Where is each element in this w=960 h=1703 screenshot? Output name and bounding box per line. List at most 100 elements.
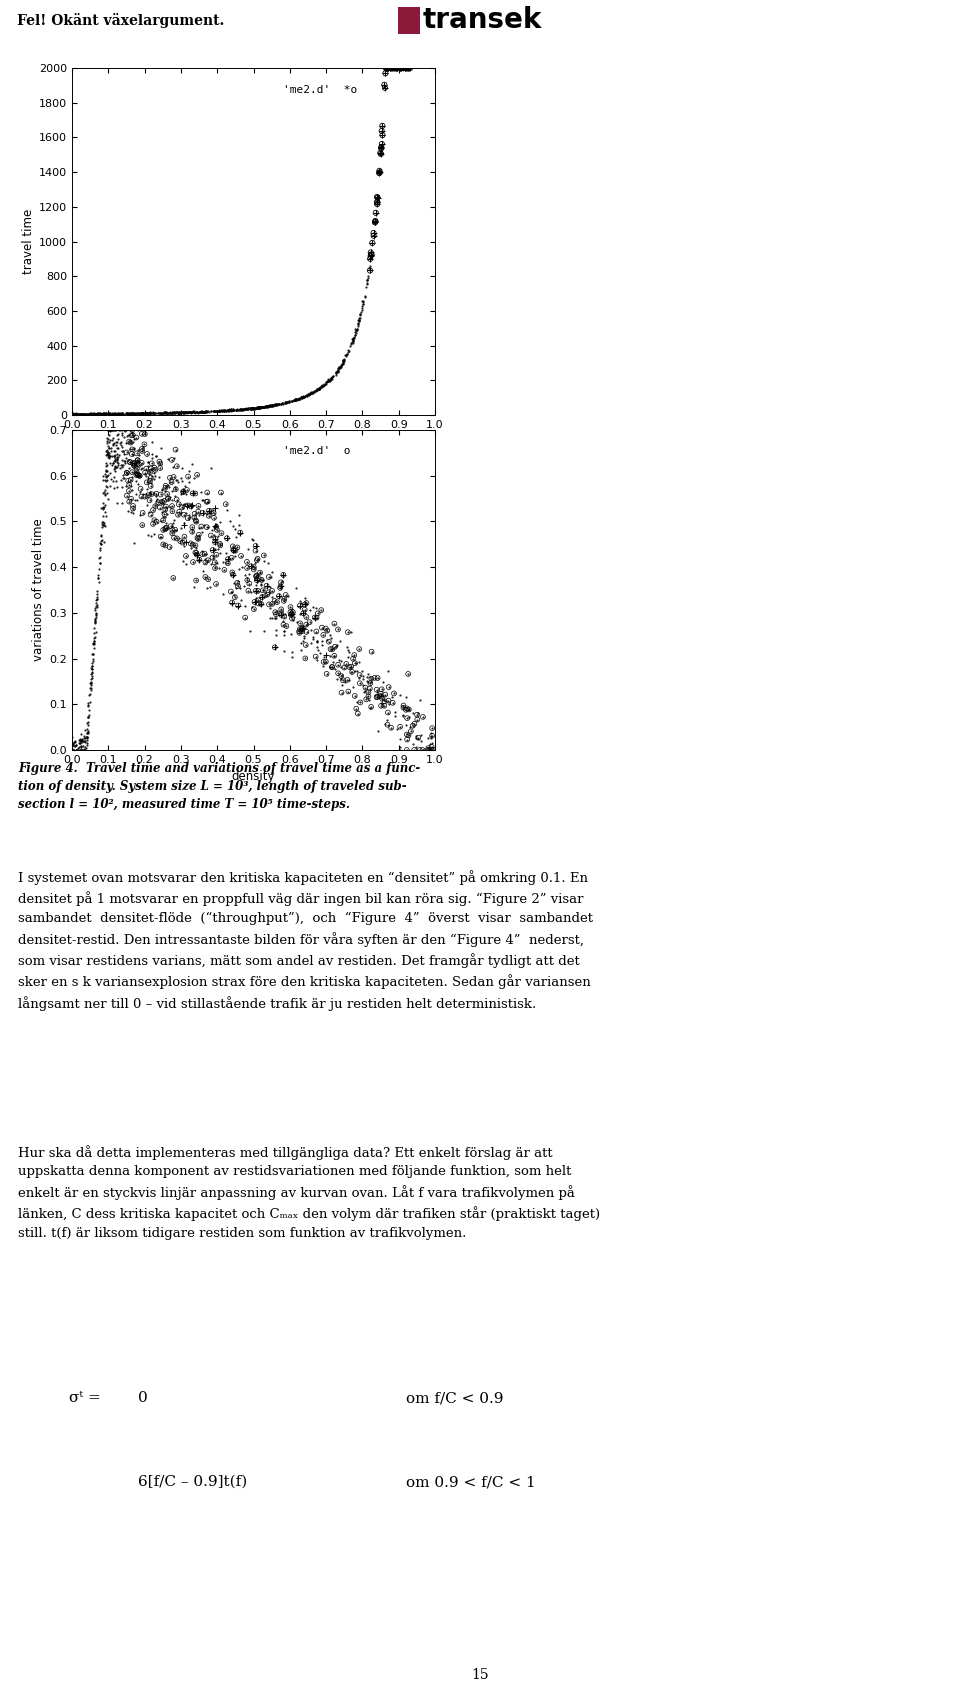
Point	[102, 416, 117, 443]
Point	[311, 375, 326, 402]
Point	[122, 400, 137, 427]
Point	[394, 54, 409, 82]
Point	[124, 485, 139, 513]
Point	[165, 399, 180, 426]
Point	[366, 220, 381, 247]
Point	[109, 427, 125, 455]
Point	[311, 375, 326, 402]
Point	[342, 337, 357, 364]
Point	[241, 395, 256, 422]
Point	[110, 450, 126, 477]
Point	[86, 400, 102, 427]
Point	[84, 400, 100, 427]
Point	[208, 511, 224, 538]
Point	[365, 230, 380, 257]
Point	[164, 399, 180, 426]
Point	[239, 395, 254, 422]
Point	[348, 318, 363, 346]
Point	[112, 455, 128, 482]
Point	[318, 649, 333, 676]
Point	[183, 530, 199, 557]
Point	[163, 513, 179, 540]
Point	[272, 390, 287, 417]
Point	[257, 393, 273, 421]
Point	[403, 717, 419, 744]
Point	[137, 484, 153, 511]
Point	[334, 351, 349, 378]
Point	[156, 516, 171, 543]
Point	[246, 596, 261, 623]
Point	[79, 720, 94, 748]
Point	[107, 455, 122, 482]
Point	[265, 591, 280, 618]
Point	[263, 393, 278, 421]
Point	[201, 399, 216, 426]
Point	[127, 426, 142, 453]
Point	[251, 586, 266, 613]
Point	[240, 395, 255, 422]
Point	[304, 378, 320, 405]
Point	[362, 257, 377, 284]
Point	[268, 605, 283, 632]
Point	[70, 400, 85, 427]
Point	[142, 487, 157, 514]
Point	[98, 400, 113, 427]
Point	[386, 679, 401, 707]
Point	[149, 507, 164, 535]
Point	[295, 615, 310, 642]
Point	[289, 385, 304, 412]
Point	[225, 397, 240, 424]
Point	[119, 473, 134, 501]
Point	[296, 383, 311, 410]
Point	[165, 399, 180, 426]
Point	[310, 599, 325, 627]
Point	[168, 399, 183, 426]
Point	[320, 368, 335, 395]
Point	[293, 637, 308, 664]
Point	[297, 596, 312, 623]
Point	[249, 567, 264, 594]
Point	[393, 54, 408, 82]
Point	[119, 422, 134, 450]
Point	[351, 635, 367, 662]
Point	[291, 385, 306, 412]
Point	[239, 564, 254, 591]
Point	[109, 473, 125, 501]
Point	[149, 480, 164, 507]
Point	[151, 400, 166, 427]
Point	[340, 337, 355, 364]
Point	[284, 605, 300, 632]
Point	[399, 705, 415, 732]
Point	[370, 184, 385, 211]
Text: Hur ska då detta implementeras med tillgängliga data? Ett enkelt förslag är att
: Hur ska då detta implementeras med tillg…	[18, 1144, 600, 1240]
Point	[243, 395, 258, 422]
Point	[124, 400, 139, 427]
Point	[241, 577, 256, 605]
Point	[425, 736, 441, 763]
Point	[98, 453, 113, 480]
Point	[224, 395, 239, 422]
Point	[346, 327, 361, 354]
Point	[189, 542, 204, 569]
Point	[302, 380, 318, 407]
Point	[188, 531, 204, 559]
Point	[321, 366, 336, 393]
Point	[376, 72, 392, 99]
Point	[331, 356, 347, 383]
Point	[269, 392, 284, 419]
Point	[205, 542, 221, 569]
Point	[105, 416, 120, 443]
Point	[228, 395, 244, 422]
Point	[276, 562, 291, 589]
Point	[296, 622, 311, 649]
Point	[289, 385, 304, 412]
Point	[321, 368, 336, 395]
Point	[122, 472, 137, 499]
Point	[310, 628, 325, 656]
Point	[234, 395, 250, 422]
Point	[195, 536, 210, 564]
Point	[344, 652, 359, 679]
Point	[232, 574, 248, 601]
Point	[244, 577, 259, 605]
Point	[300, 381, 315, 409]
